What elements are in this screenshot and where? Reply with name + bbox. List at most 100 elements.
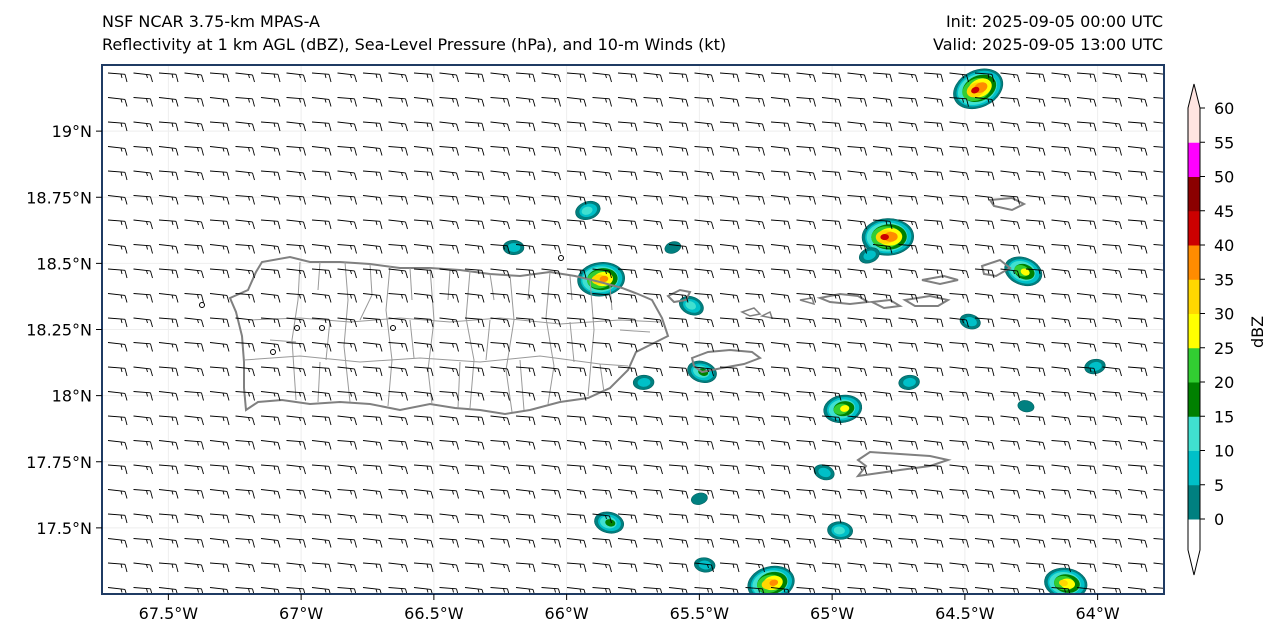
wind-barb bbox=[592, 538, 612, 548]
wind-barb bbox=[821, 440, 842, 450]
wind-barb bbox=[872, 513, 893, 524]
wind-barb bbox=[872, 195, 893, 205]
wind-barb bbox=[566, 72, 587, 83]
wind-barb bbox=[923, 391, 944, 401]
wind-barb bbox=[439, 170, 459, 181]
wind-barb bbox=[949, 366, 969, 377]
lat-tick-label: 18°N bbox=[52, 387, 92, 406]
wind-barb bbox=[1000, 366, 1020, 377]
wind-barb bbox=[1076, 489, 1097, 499]
wind-barb bbox=[413, 440, 434, 450]
wind-barb bbox=[490, 317, 510, 328]
wind-barb bbox=[1000, 440, 1020, 450]
wind-barb bbox=[413, 538, 434, 548]
wind-barb bbox=[898, 366, 918, 377]
wind-barb bbox=[133, 195, 153, 205]
wind-barb bbox=[184, 489, 204, 499]
wind-barb bbox=[235, 121, 255, 132]
wind-barb bbox=[209, 342, 230, 352]
wind-barb bbox=[770, 72, 791, 83]
wind-barb bbox=[541, 170, 561, 181]
wind-barb bbox=[209, 244, 230, 254]
wind-barb bbox=[668, 97, 689, 107]
lon-tick-label: 67°W bbox=[279, 604, 323, 623]
wind-barb bbox=[643, 121, 663, 132]
wind-barb bbox=[413, 268, 434, 279]
wind-barb bbox=[592, 72, 612, 83]
wind-barb bbox=[1051, 415, 1071, 426]
colorbar-label: dBZ bbox=[1248, 316, 1267, 348]
wind-barb bbox=[1051, 317, 1071, 328]
wind-barb bbox=[1102, 268, 1122, 279]
wind-barb bbox=[209, 415, 230, 426]
wind-barb bbox=[745, 489, 765, 499]
wind-barb bbox=[592, 195, 612, 205]
wind-barb bbox=[566, 464, 587, 475]
wind-barb bbox=[872, 489, 893, 499]
wind-barb bbox=[923, 464, 944, 475]
wind-barb bbox=[388, 268, 408, 279]
wind-barb bbox=[1051, 587, 1071, 594]
wind-barb bbox=[1000, 587, 1020, 594]
wind-barb bbox=[643, 562, 663, 573]
wind-barb bbox=[694, 489, 714, 499]
wind-barb bbox=[413, 170, 434, 181]
wind-barb bbox=[694, 562, 714, 573]
wind-barb bbox=[719, 195, 740, 205]
wind-barb bbox=[337, 464, 357, 475]
wind-barb bbox=[107, 268, 128, 279]
wind-barb bbox=[719, 146, 740, 156]
wind-barb bbox=[592, 489, 612, 499]
wind-barb bbox=[668, 72, 689, 83]
wind-barb bbox=[1102, 146, 1122, 156]
wind-barb bbox=[337, 415, 357, 426]
wind-barb bbox=[1153, 587, 1164, 589]
wind-barb bbox=[974, 391, 995, 401]
wind-barb bbox=[1025, 317, 1046, 328]
wind-barb bbox=[898, 195, 918, 205]
wind-barb bbox=[770, 464, 791, 475]
wind-barb bbox=[1051, 562, 1071, 573]
wind-barb bbox=[923, 244, 944, 254]
wind-barb bbox=[872, 72, 893, 83]
wind-barb bbox=[617, 440, 638, 450]
wind-barb bbox=[235, 342, 255, 352]
wind-barb bbox=[515, 244, 536, 254]
wind-barb bbox=[668, 244, 689, 254]
colorbar-tick-label: 5 bbox=[1214, 476, 1224, 495]
wind-barb bbox=[490, 342, 510, 352]
wind-barb bbox=[184, 268, 204, 279]
wind-barb bbox=[209, 489, 230, 499]
wind-barb bbox=[949, 317, 969, 328]
wind-barb bbox=[617, 121, 638, 132]
wind-barb bbox=[719, 513, 740, 524]
wind-barb bbox=[974, 97, 995, 107]
lon-tick-label: 64°W bbox=[1076, 604, 1120, 623]
wind-barb bbox=[974, 342, 995, 352]
wind-barb bbox=[235, 415, 255, 426]
wind-barb bbox=[184, 440, 204, 450]
wind-barb bbox=[821, 342, 842, 352]
wind-barb bbox=[847, 415, 867, 426]
wind-barb bbox=[133, 293, 153, 303]
lon-tick-label: 64.5°W bbox=[935, 604, 995, 623]
wind-barb bbox=[490, 146, 510, 156]
wind-barb bbox=[388, 489, 408, 499]
storm-cell bbox=[1084, 358, 1106, 375]
wind-barb bbox=[821, 513, 842, 524]
reflectivity-contour bbox=[818, 467, 831, 478]
wind-barb bbox=[107, 293, 128, 303]
wind-barb bbox=[158, 317, 179, 328]
wind-barb bbox=[872, 366, 893, 377]
wind-barb bbox=[286, 268, 306, 279]
wind-barb bbox=[235, 538, 255, 548]
wind-barb bbox=[541, 244, 561, 254]
wind-barb bbox=[1000, 513, 1020, 524]
wind-barb bbox=[1127, 489, 1148, 499]
wind-barb bbox=[541, 562, 561, 573]
wind-barb bbox=[107, 366, 128, 377]
wind-barb bbox=[821, 391, 842, 401]
wind-barb bbox=[770, 317, 791, 328]
wind-barb bbox=[184, 464, 204, 475]
wind-barb bbox=[107, 219, 128, 230]
